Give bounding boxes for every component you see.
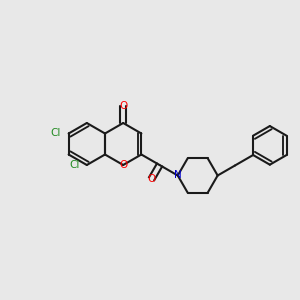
Text: O: O <box>119 160 127 170</box>
Text: O: O <box>119 101 127 111</box>
Text: N: N <box>174 170 182 181</box>
Text: O: O <box>148 174 156 184</box>
Text: Cl: Cl <box>51 128 61 139</box>
Text: Cl: Cl <box>69 160 79 170</box>
